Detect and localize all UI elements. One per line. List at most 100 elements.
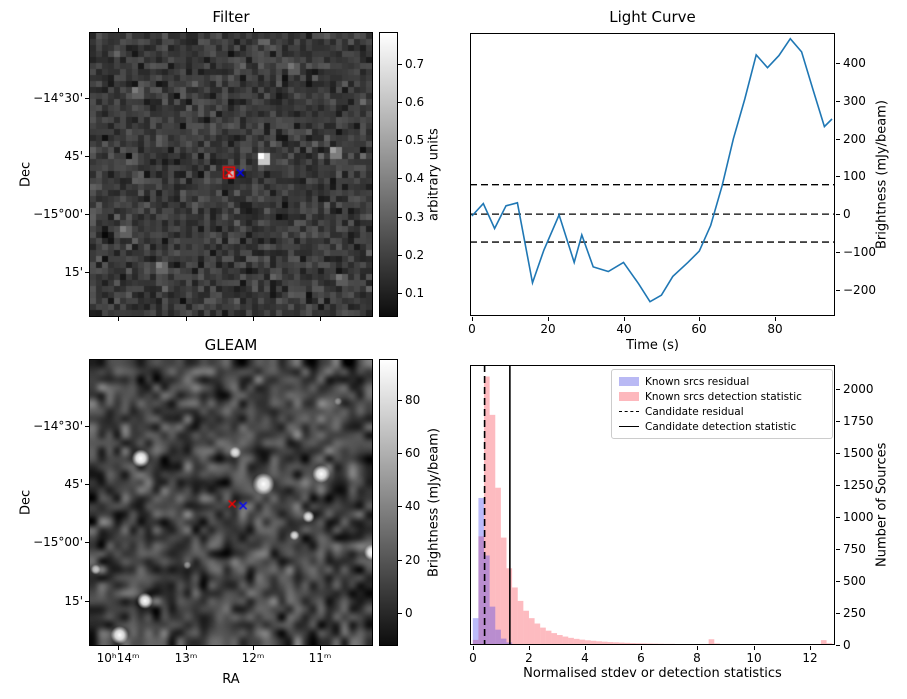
- filter-colorbar-tick-label: 0.3: [405, 210, 425, 224]
- gleam-dec-tick: [85, 484, 89, 485]
- histogram-bar: [517, 600, 524, 645]
- histogram-bar: [495, 629, 501, 645]
- filter-colorbar: [379, 32, 398, 317]
- filter-colorbar-tick: [398, 293, 402, 294]
- light-curve-y-tick-label: −100: [843, 245, 876, 259]
- histogram-border: [470, 365, 835, 645]
- light-curve-x-tick-label: 60: [691, 322, 707, 336]
- gleam-ra-tick: [320, 646, 321, 650]
- gleam-dec-tick-label: −15°00': [33, 535, 83, 549]
- histogram-x-axis-label: Normalised stdev or detection statistics: [523, 666, 782, 681]
- histogram-bar: [545, 630, 552, 645]
- light-curve-x-tick: [775, 317, 776, 321]
- light-curve-x-tick-label: 40: [616, 322, 632, 336]
- gleam-colorbar-tick-label: 0: [405, 606, 413, 620]
- gleam-colorbar-tick-label: 80: [405, 393, 421, 407]
- filter-colorbar-tick: [398, 140, 402, 141]
- filter-colorbar-tick: [398, 178, 402, 179]
- light-curve-y-tick: [836, 63, 840, 64]
- filter-colorbar-tick-label: 0.2: [405, 248, 425, 262]
- filter-colorbar-tick: [398, 217, 402, 218]
- histogram-y-tick: [836, 549, 840, 550]
- light-curve-line: [471, 37, 833, 303]
- histogram-plot: [470, 365, 835, 645]
- histogram-bar: [512, 587, 518, 645]
- legend-label-known-residual: Known srcs residual: [645, 375, 750, 388]
- gleam-colorbar-tick: [398, 400, 402, 401]
- filter-dec-tick: [85, 156, 89, 157]
- light-curve-plot: [470, 33, 835, 316]
- filter-ra-tick-top: [253, 28, 254, 32]
- histogram-x-tick-label: 6: [637, 651, 645, 665]
- histogram-x-tick-label: 4: [581, 651, 589, 665]
- histogram-bar: [540, 627, 546, 645]
- gleam-colorbar-label: Brightness (mJy/beam): [426, 428, 442, 577]
- light-curve-y-axis-label: Brightness (mJy/beam): [874, 100, 890, 249]
- legend-label-known-detstat: Known srcs detection statistic: [645, 390, 802, 403]
- histogram-x-tick: [641, 646, 642, 650]
- histogram-bar: [613, 642, 619, 645]
- gleam-colorbar-tick-label: 40: [405, 499, 421, 513]
- histogram-y-tick-label: 1000: [843, 510, 874, 524]
- histogram-bar: [484, 376, 490, 645]
- filter-colorbar-tick-label: 0.5: [405, 133, 425, 147]
- gleam-dec-tick-label: −14°30': [33, 419, 83, 433]
- histogram-bar: [534, 623, 541, 645]
- light-curve-x-tick: [624, 317, 625, 321]
- light-curve-x-tick: [548, 317, 549, 321]
- histogram-y-tick: [836, 421, 840, 422]
- gleam-ra-tick: [253, 646, 254, 650]
- filter-title: Filter: [212, 8, 250, 26]
- filter-dec-tick-label: −15°00': [33, 207, 83, 221]
- legend-swatch-residual: [619, 377, 639, 386]
- filter-dec-tick-label: −14°30': [33, 91, 83, 105]
- histogram-bar: [489, 606, 496, 645]
- light-curve-y-tick-label: 200: [843, 132, 866, 146]
- histogram-y-tick: [836, 581, 840, 582]
- light-curve-border: [470, 33, 835, 316]
- histogram-bar: [585, 640, 591, 645]
- histogram-x-tick-label: 12: [802, 651, 818, 665]
- histogram-y-tick-label: 1250: [843, 478, 874, 492]
- light-curve-x-axis-label: Time (s): [626, 338, 679, 353]
- histogram-bar: [472, 639, 479, 645]
- gleam-colorbar-tick: [398, 506, 402, 507]
- histogram-bar: [568, 637, 574, 645]
- gleam-title: GLEAM: [204, 336, 258, 354]
- histogram-y-tick-label: 1500: [843, 446, 874, 460]
- histogram-y-axis-label: Number of Sources: [874, 442, 890, 568]
- histogram-bar: [472, 618, 479, 645]
- histogram-y-tick-label: 1750: [843, 414, 874, 428]
- histogram-x-tick: [585, 646, 586, 650]
- legend-item-known-detstat: Known srcs detection statistic: [619, 389, 825, 404]
- histogram-x-tick-label: 8: [693, 651, 701, 665]
- filter-dec-tick: [85, 272, 89, 273]
- gleam-colorbar-tick: [398, 560, 402, 561]
- filter-colorbar-tick-label: 0.7: [405, 57, 425, 71]
- gleam-dec-tick: [85, 601, 89, 602]
- legend-item-candidate-residual: Candidate residual: [619, 404, 825, 419]
- histogram-y-tick: [836, 485, 840, 486]
- light-curve-y-tick: [836, 252, 840, 253]
- legend-swatch-detstat: [619, 392, 639, 401]
- histogram-bar: [573, 638, 580, 645]
- filter-colorbar-tick: [398, 255, 402, 256]
- gleam-ra-tick: [118, 646, 119, 650]
- legend-item-known-residual: Known srcs residual: [619, 374, 825, 389]
- gleam-colorbar-tick-label: 20: [405, 553, 421, 567]
- gleam-dec-tick-label: 15': [64, 594, 83, 608]
- light-curve-y-tick: [836, 139, 840, 140]
- histogram-x-tick-label: 0: [469, 651, 477, 665]
- histogram-bar: [590, 640, 597, 645]
- legend-item-candidate-detstat: Candidate detection statistic: [619, 419, 825, 434]
- gleam-ra-tick: [186, 646, 187, 650]
- legend-label-candidate-detstat: Candidate detection statistic: [645, 420, 797, 433]
- light-curve-y-tick: [836, 214, 840, 215]
- light-curve-y-tick-label: −200: [843, 283, 876, 297]
- gleam-colorbar: [379, 359, 398, 646]
- filter-colorbar-label: arbitrary units: [426, 128, 442, 221]
- histogram-bar: [523, 610, 529, 645]
- histogram-y-tick-label: 250: [843, 606, 866, 620]
- gleam-colorbar-tick: [398, 613, 402, 614]
